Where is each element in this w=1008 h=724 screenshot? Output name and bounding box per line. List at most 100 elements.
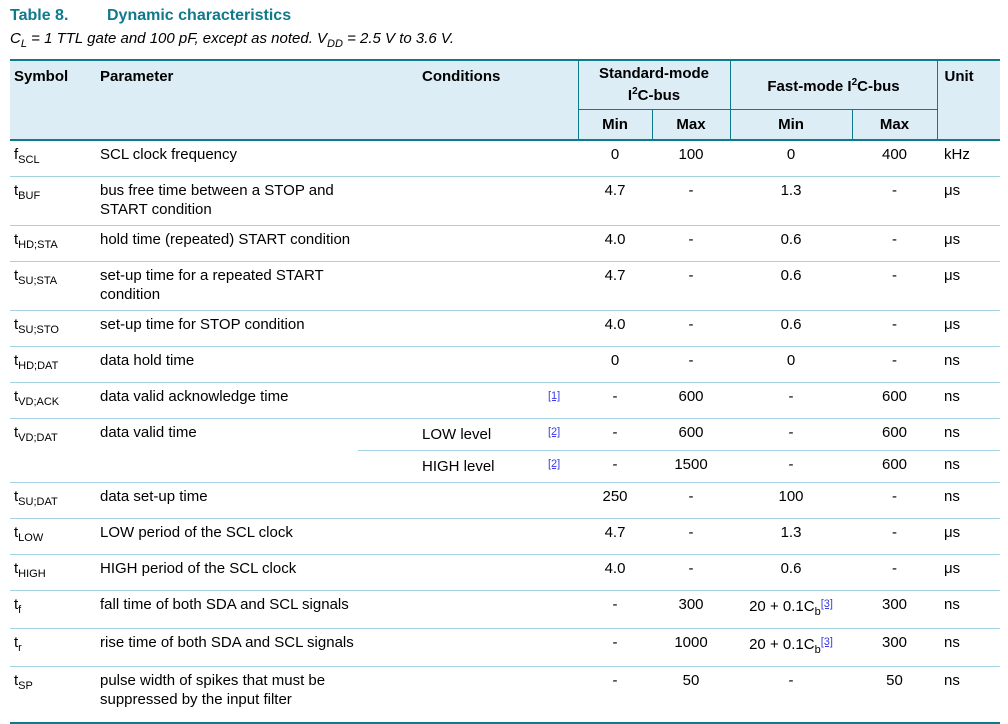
table-note: CL = 1 TTL gate and 100 pF, except as no… [10, 29, 1000, 54]
symbol-cell: tHD;STA [10, 225, 97, 262]
std-min-cell: 0 [610, 146, 620, 163]
condition-label: HIGH level [422, 458, 495, 475]
std-min-cell: - [578, 590, 652, 629]
symbol-subscript: f [18, 604, 22, 616]
group-label: C-bus [857, 77, 900, 95]
std-min-cell: 250 [578, 482, 652, 519]
symbol-subscript: VD;ACK [18, 396, 60, 408]
symbol-base: t [14, 316, 19, 333]
symbol-base: t [14, 182, 19, 199]
dynamic-characteristics-table: Symbol Parameter Conditions Standard-mod… [10, 59, 1001, 724]
std-max-cell: - [652, 482, 731, 519]
std-max-cell: 300 [652, 590, 731, 629]
conditions-cell [358, 261, 578, 311]
footnote-ref-1[interactable]: [1] [548, 390, 561, 402]
std-min-cell: 4.0 [578, 225, 652, 262]
symbol-cell: tSU;STA [10, 261, 97, 311]
symbol-subscript: SP [18, 680, 33, 692]
group-label: Fast-mode I [767, 77, 852, 95]
fast-min-cell: 1.3 [730, 518, 853, 555]
formula-text: 20 + 0.1C [749, 636, 815, 653]
conditions-cell [358, 628, 578, 667]
symbol-subscript: SU;STA [18, 275, 58, 287]
symbol-subscript: HD;STA [18, 239, 58, 251]
condition-label: LOW level [422, 426, 492, 443]
symbol-cell: tr [10, 628, 97, 667]
parameter-cell: data valid acknowledge time [97, 382, 358, 419]
column-header-fast-min: Min [729, 109, 853, 141]
conditions-cell: LOW level [2] [358, 418, 578, 451]
formula-subscript: b [814, 606, 821, 618]
footnote-ref-2[interactable]: [2] [548, 458, 561, 470]
conditions-cell [358, 518, 578, 555]
conditions-cell [358, 482, 578, 519]
table-row: tSU;DAT data set-up time 250 - 100 - ns [10, 482, 1001, 519]
parameter-cell: HIGH period of the SCL clock [97, 554, 358, 591]
symbol-cell: tSU;STO [10, 310, 97, 347]
std-max-cell: - [652, 554, 731, 591]
conditions-cell [358, 140, 578, 177]
conditions-cell [358, 590, 578, 629]
std-max-cell: 50 [652, 666, 731, 724]
formula-subscript: b [814, 644, 821, 656]
std-min-cell: 4.0 [578, 310, 652, 347]
table-row: tLOW LOW period of the SCL clock 4.7 - 1… [10, 518, 1001, 555]
fast-min-cell: 0.6 [730, 310, 853, 347]
fast-min-cell: - [730, 382, 853, 419]
std-min-cell: 4.7 [578, 518, 652, 555]
symbol-base: t [14, 560, 19, 577]
symbol-cell: tBUF [10, 176, 97, 226]
fast-max-cell: 400 [882, 146, 908, 163]
fast-min-cell: 20 + 0.1Cb[3] [730, 628, 853, 667]
std-max-cell: 100 [678, 146, 704, 163]
conditions-cell [358, 176, 578, 226]
footnote-ref-2[interactable]: [2] [548, 426, 561, 438]
std-min-cell: - [578, 418, 652, 451]
std-max-cell: 1000 [652, 628, 731, 667]
superscript-2: 2 [851, 76, 858, 88]
footnote-ref-3[interactable]: [3] [820, 598, 833, 610]
table-row: tHD;STA hold time (repeated) START condi… [10, 225, 1001, 262]
parameter-cell: hold time (repeated) START condition [97, 225, 358, 262]
fast-min-cell: 0.6 [730, 225, 853, 262]
conditions-cell [358, 666, 578, 724]
parameter-cell: fall time of both SDA and SCL signals [97, 590, 358, 629]
fast-min-cell: 20 + 0.1Cb[3] [730, 590, 853, 629]
table-title: Dynamic characteristics [107, 7, 292, 24]
note-subscript: L [20, 38, 27, 50]
fast-min-cell: - [730, 666, 853, 724]
std-min-cell: - [578, 382, 652, 419]
column-header-std-min: Min [577, 109, 652, 141]
table-row: tBUF bus free time between a STOP and ST… [10, 176, 1001, 226]
note-text: C [10, 30, 21, 47]
std-min-cell: 4.0 [578, 554, 652, 591]
table-row: tf fall time of both SDA and SCL signals… [10, 590, 1001, 629]
header-row-groups: Symbol Parameter Conditions Standard-mod… [10, 60, 1001, 141]
symbol-base: t [14, 596, 19, 613]
symbol-subscript: SCL [18, 154, 40, 166]
column-header-unit: Unit [936, 60, 1001, 141]
fast-max-cell: - [852, 518, 938, 555]
symbol-base: t [14, 388, 19, 405]
symbol-subscript: BUF [18, 190, 41, 202]
fast-min-cell: 0 [730, 346, 853, 383]
symbol-cell: tSP [10, 666, 97, 724]
parameter-cell: rise time of both SDA and SCL signals [97, 628, 358, 667]
fast-min-cell: 0.6 [730, 554, 853, 591]
fast-min-cell: 0 [786, 146, 796, 163]
footnote-ref-3[interactable]: [3] [820, 636, 833, 648]
parameter-cell: bus free time between a STOP and START c… [97, 176, 358, 226]
table-row: tSU;STO set-up time for STOP condition 4… [10, 310, 1001, 347]
unit-cell: ns [937, 590, 1001, 629]
unit-cell: ns [937, 628, 1001, 667]
table-caption: Table 8. Dynamic characteristics [10, 6, 1000, 26]
unit-cell: ns [937, 346, 1001, 383]
table-number: Table 8. [10, 7, 69, 24]
symbol-cell: tHD;DAT [10, 346, 97, 383]
parameter-cell: SCL clock frequency [100, 146, 238, 163]
symbol-subscript: SU;STO [18, 324, 59, 336]
fast-min-cell: - [730, 418, 853, 451]
symbol-base: t [14, 488, 19, 505]
unit-cell: ns [937, 382, 1001, 419]
conditions-cell [358, 310, 578, 347]
